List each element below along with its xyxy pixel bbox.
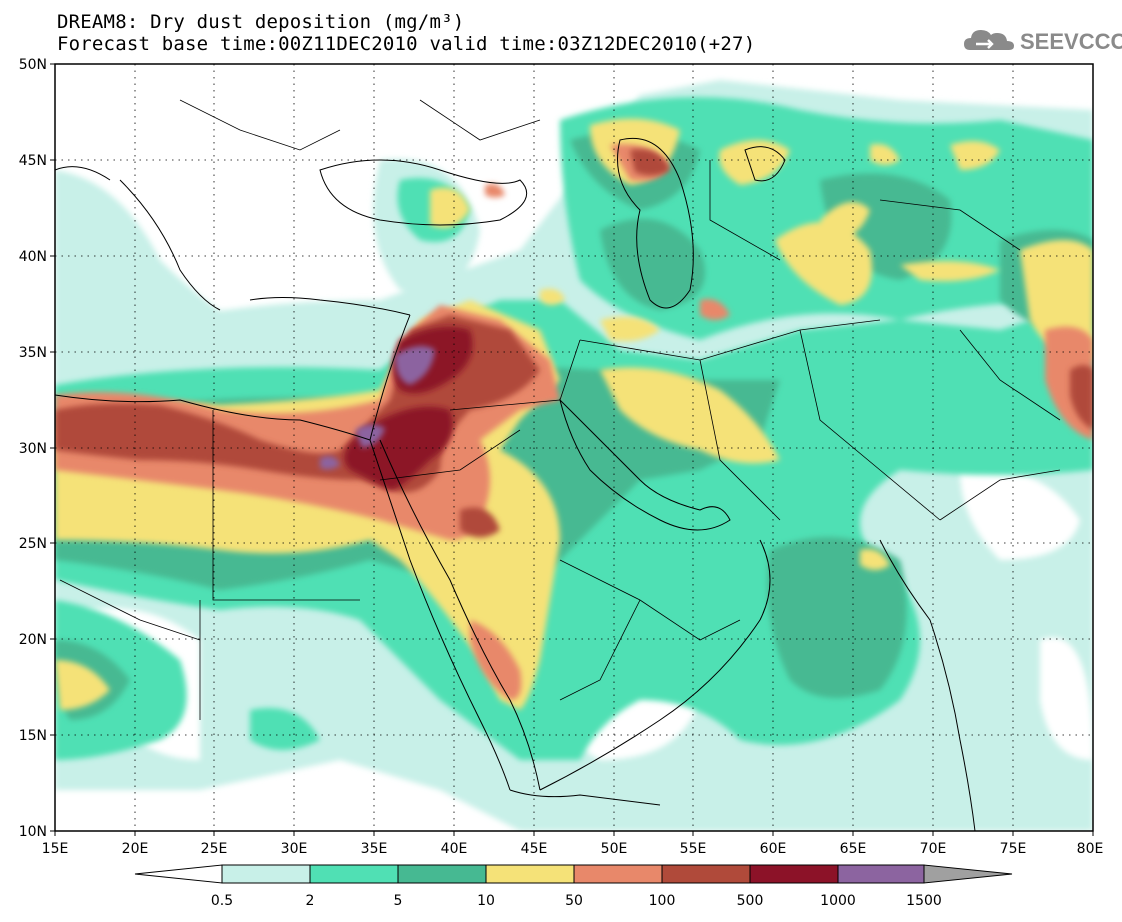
lon-label: 15E (42, 841, 69, 857)
latitude-labels: 50N 45N 40N 35N 30N 25N 20N 15N 10N (19, 57, 47, 840)
colorbar-segment (749, 864, 839, 884)
lat-label: 45N (19, 153, 47, 169)
colorbar-segment (309, 864, 399, 884)
colorbar-label: 50 (565, 893, 583, 909)
lon-label: 35E (361, 841, 388, 857)
map-title: DREAM8: Dry dust deposition (mg/m³) (57, 11, 465, 33)
colorbar-segment (397, 864, 487, 884)
longitude-labels: 15E 20E 25E 30E 35E 40E 45E 50E 55E 60E … (42, 841, 1104, 857)
lat-label: 20N (19, 632, 47, 648)
colorbar-segment (485, 864, 575, 884)
lat-label: 15N (19, 728, 47, 744)
cloud-icon (964, 30, 1014, 50)
colorbar-label: 0.5 (211, 893, 233, 909)
logo-text: SEEVCCC (1020, 29, 1122, 54)
colorbar-label: 1500 (906, 893, 942, 909)
lon-label: 20E (122, 841, 149, 857)
lon-label: 40E (441, 841, 468, 857)
lat-label: 35N (19, 345, 47, 361)
lat-label: 40N (19, 249, 47, 265)
colorbar-segment (573, 864, 663, 884)
lat-label: 30N (19, 441, 47, 457)
forecast-time-subtitle: Forecast base time:00Z11DEC2010 valid ti… (57, 33, 756, 55)
lon-label: 45E (521, 841, 548, 857)
lon-label: 60E (760, 841, 787, 857)
tick-marks (50, 63, 1094, 836)
lon-label: 50E (601, 841, 628, 857)
colorbar-left-arrow (134, 864, 223, 884)
colorbar: 0.5 2 5 10 50 100 500 1000 1500 (134, 864, 1013, 909)
colorbar-label: 100 (649, 893, 676, 909)
lon-label: 70E (920, 841, 947, 857)
colorbar-segment (837, 864, 925, 884)
lon-label: 25E (201, 841, 228, 857)
lon-label: 80E (1077, 841, 1104, 857)
lat-label: 25N (19, 536, 47, 552)
colorbar-segment (661, 864, 751, 884)
colorbar-label: 2 (306, 893, 315, 909)
lat-label: 50N (19, 57, 47, 73)
colorbar-label: 10 (477, 893, 495, 909)
lat-label: 10N (19, 824, 47, 840)
gridlines (55, 64, 1093, 831)
colorbar-labels: 0.5 2 5 10 50 100 500 1000 1500 (211, 893, 942, 909)
coastlines (55, 137, 976, 831)
lon-label: 55E (680, 841, 707, 857)
colorbar-segment (221, 864, 311, 884)
lon-label: 30E (281, 841, 308, 857)
colorbar-label: 5 (394, 893, 403, 909)
colorbar-label: 500 (737, 893, 764, 909)
colorbar-label: 1000 (820, 893, 856, 909)
lon-label: 75E (1000, 841, 1027, 857)
colorbar-right-arrow (923, 864, 1013, 884)
lon-label: 65E (840, 841, 867, 857)
country-borders (59, 99, 1061, 720)
dust-field (55, 64, 1093, 831)
